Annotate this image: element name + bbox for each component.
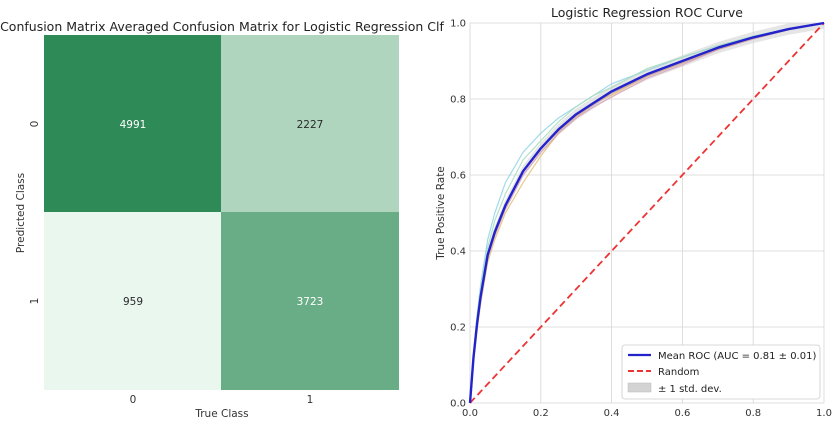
heatmap-y-axis-label: Predicted Class	[15, 173, 27, 253]
confusion-matrix-panel: Confusion Matrix Averaged Confusion Matr…	[0, 19, 444, 420]
roc-y-tick-label: 1.0	[450, 19, 466, 30]
heatmap-x-tick-label: 0	[130, 394, 137, 406]
roc-y-tick-label: 0.8	[450, 95, 466, 106]
heatmap-cell-value: 959	[123, 296, 143, 308]
heatmap-cell-value: 2227	[297, 119, 324, 131]
roc-legend: Mean ROC (AUC = 0.81 ± 0.01) Random ± 1 …	[621, 344, 821, 400]
roc-fold-curve	[469, 22, 825, 404]
roc-y-tick-label: 0.0	[450, 399, 466, 410]
legend-label-std-band: ± 1 std. dev.	[658, 384, 722, 395]
heatmap-y-tick-label: 0	[29, 121, 41, 128]
legend-swatch-std-band	[627, 382, 652, 393]
roc-x-tick-label: 1.0	[816, 408, 832, 419]
roc-tick-labels: 0.0 0.2 0.4 0.6 0.8 1.0 0.0 0.2 0.4 0.6 0.8 1.0	[450, 19, 832, 420]
heatmap-cell-value: 3723	[297, 296, 324, 308]
heatmap-cell	[44, 212, 221, 390]
roc-x-tick-label: 0.2	[533, 408, 549, 419]
roc-random-line	[469, 22, 825, 404]
roc-panel: Logistic Regression ROC Curve 0.0 0.2 0.4 0…	[435, 5, 832, 419]
roc-y-tick-label: 0.4	[450, 247, 466, 258]
roc-mean-line	[468, 21, 825, 404]
roc-grid	[469, 22, 825, 404]
legend-label-mean-roc: Mean ROC (AUC = 0.81 ± 0.01)	[658, 351, 816, 362]
roc-title: Logistic Regression ROC Curve	[551, 5, 743, 20]
roc-y-axis-label: True Positive Rate	[435, 166, 447, 261]
roc-x-tick-label: 0.4	[604, 408, 620, 419]
heatmap-cell	[44, 35, 221, 212]
roc-y-tick-label: 0.2	[450, 323, 466, 334]
heatmap-cell-value: 4991	[120, 119, 147, 131]
roc-x-tick-label: 0.8	[745, 408, 761, 419]
roc-x-tick-label: 0.0	[462, 408, 478, 419]
heatmap-cell	[221, 212, 399, 390]
roc-series	[468, 21, 825, 404]
heatmap-y-tick-label: 1	[29, 298, 41, 305]
heatmap-x-axis-label: True Class	[194, 408, 248, 420]
heatmap-title: Confusion Matrix Averaged Confusion Matr…	[0, 19, 444, 34]
heatmap-x-tick-label: 1	[307, 394, 314, 406]
roc-y-tick-label: 0.6	[450, 171, 466, 182]
heatmap-cell	[221, 35, 399, 212]
legend-label-random: Random	[658, 367, 699, 378]
roc-x-tick-label: 0.6	[674, 408, 690, 419]
legend-box	[621, 344, 821, 400]
